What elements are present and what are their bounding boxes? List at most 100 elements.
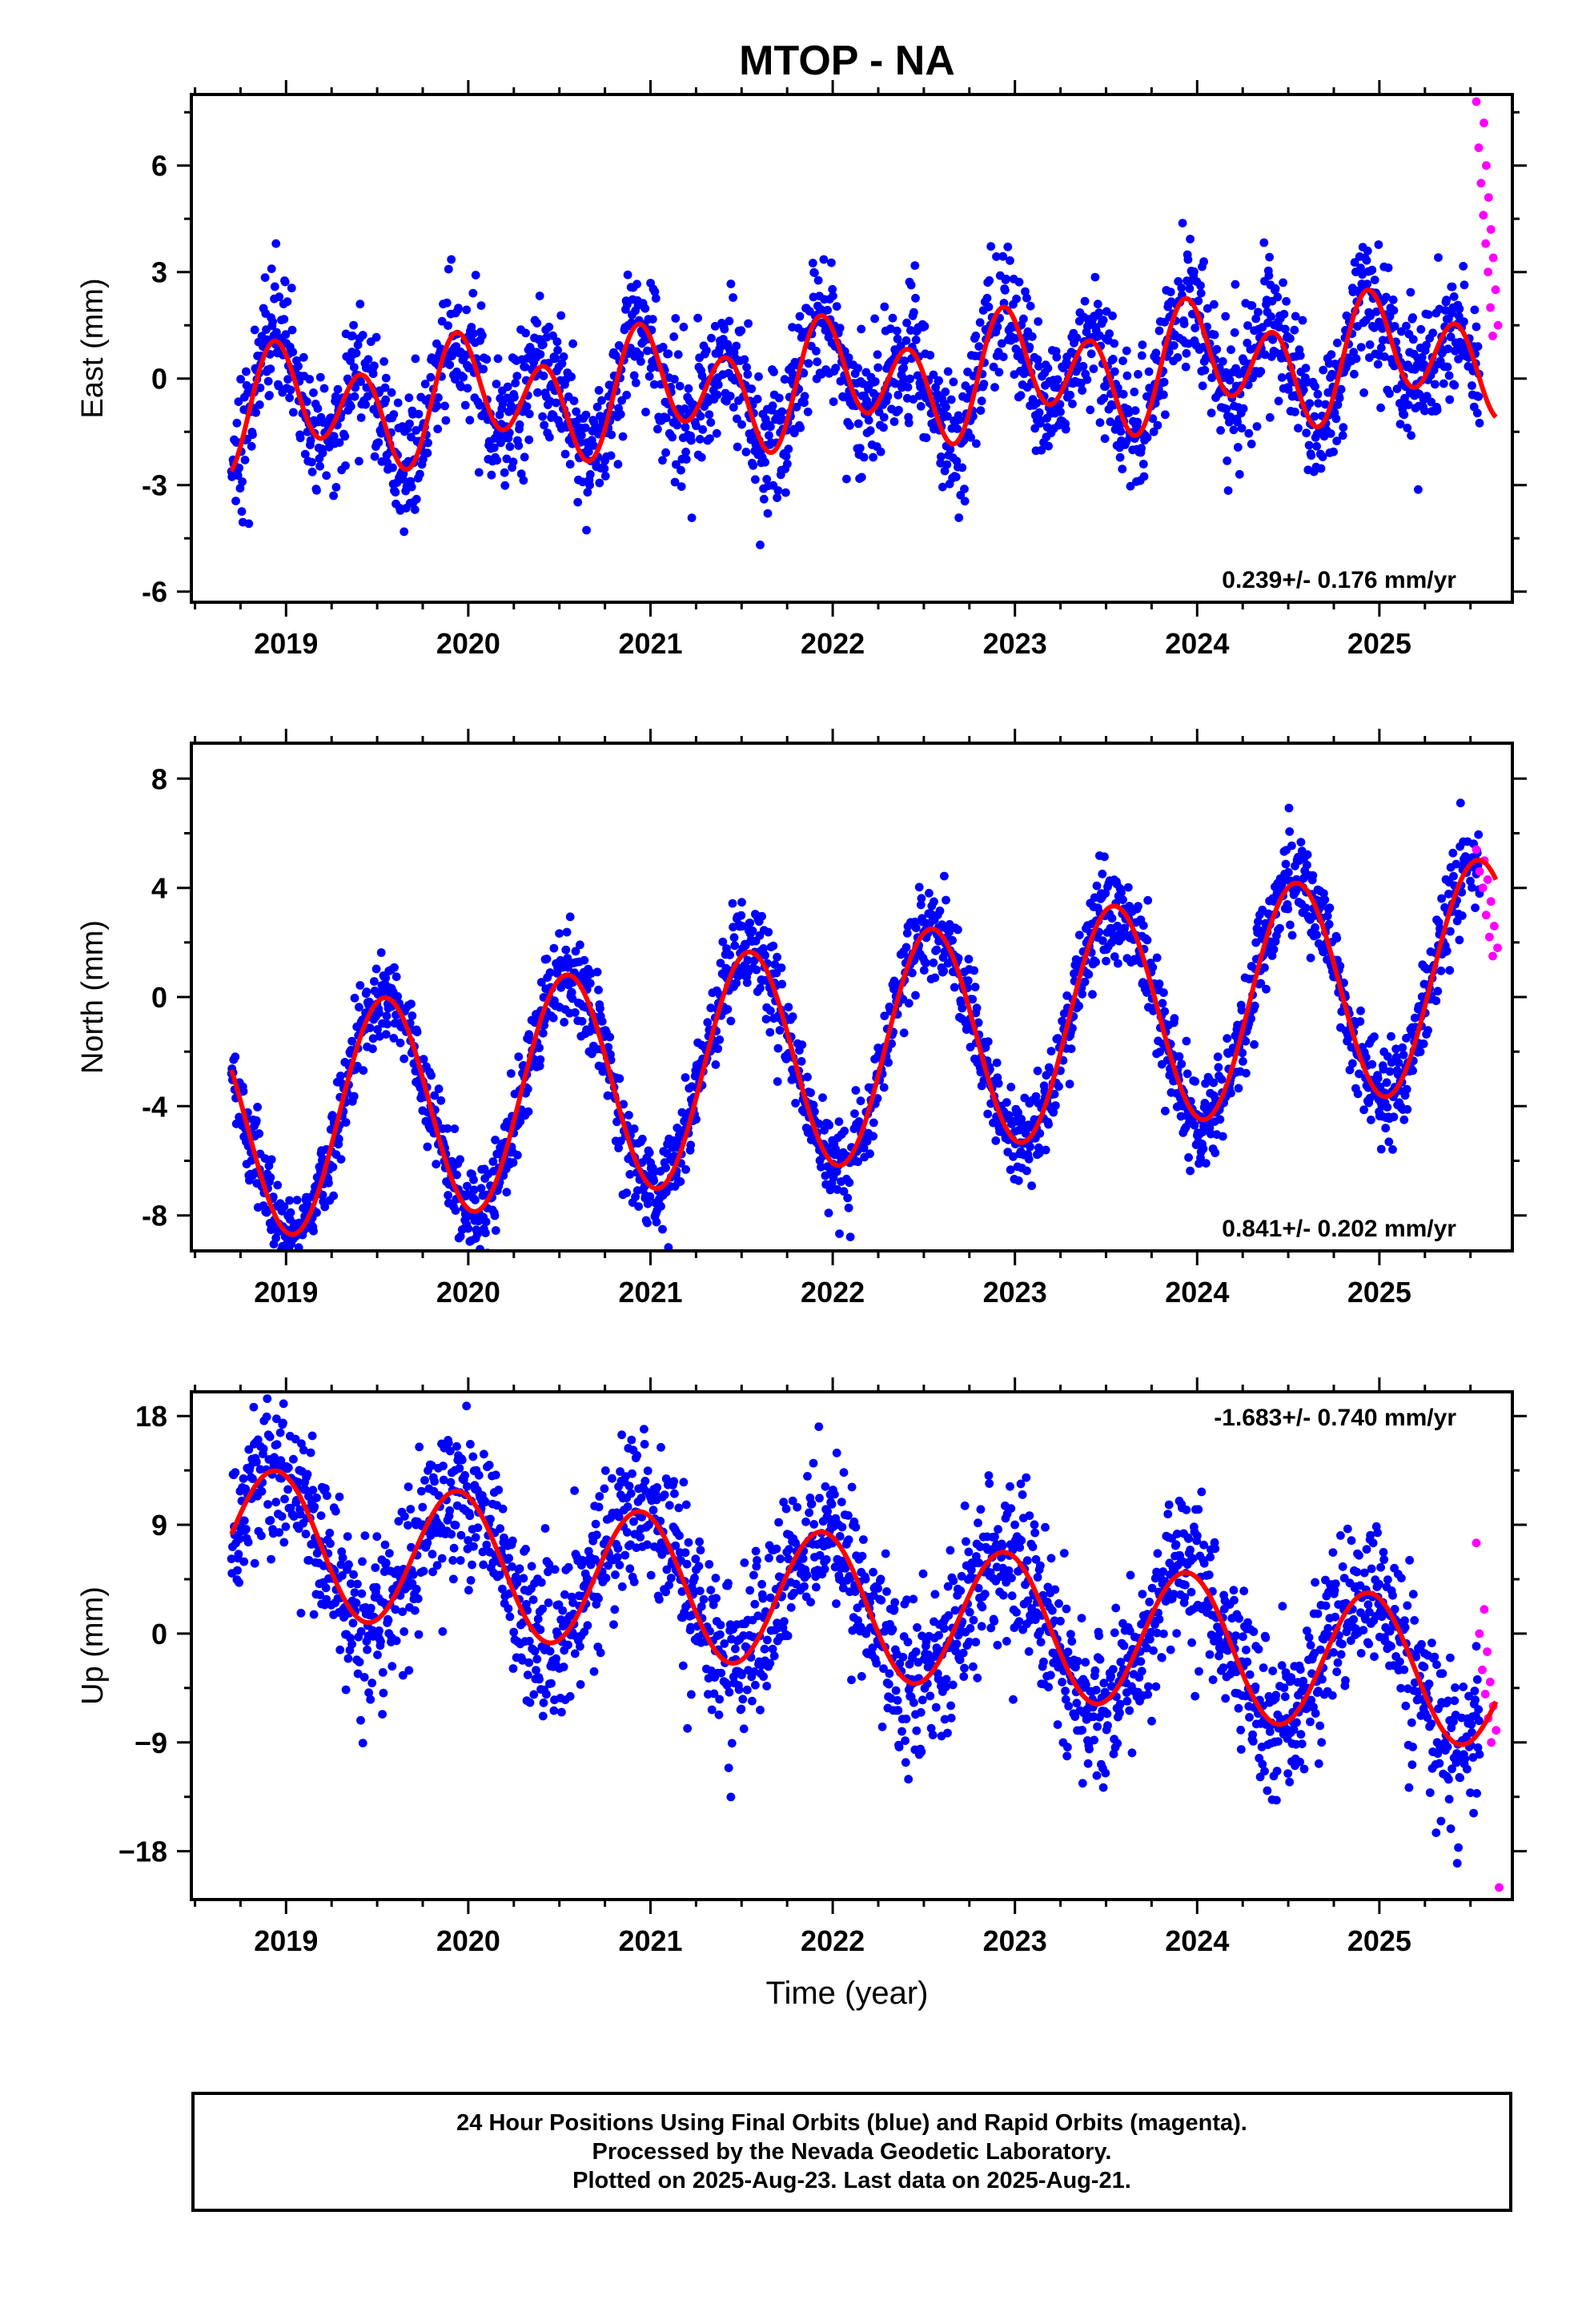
data-point	[463, 1181, 472, 1191]
data-point	[239, 1087, 248, 1096]
data-point	[465, 1511, 475, 1521]
data-point	[358, 1557, 367, 1566]
data-point	[1239, 404, 1248, 413]
data-point	[985, 275, 994, 285]
data-point	[635, 350, 644, 360]
data-point	[934, 376, 943, 385]
data-point	[292, 1196, 302, 1204]
data-point	[301, 1530, 311, 1538]
data-point	[592, 967, 602, 977]
data-point	[726, 1016, 736, 1026]
data-point	[280, 1494, 289, 1504]
data-point	[792, 402, 801, 412]
data-point	[1382, 1078, 1391, 1088]
data-point	[1429, 365, 1439, 375]
data-point	[407, 482, 416, 492]
data-point	[1031, 1092, 1041, 1101]
data-point	[770, 960, 780, 969]
data-point	[908, 968, 917, 978]
data-point	[273, 1180, 283, 1190]
data-point	[396, 1038, 405, 1047]
data-point	[1382, 292, 1391, 302]
data-point	[1212, 344, 1222, 354]
data-point	[616, 409, 625, 419]
data-point	[1191, 324, 1200, 332]
data-point	[1041, 1145, 1050, 1155]
data-point	[338, 1553, 347, 1562]
data-point	[347, 331, 357, 340]
data-point	[1259, 238, 1269, 247]
data-point	[1046, 1047, 1056, 1055]
data-point	[364, 1688, 373, 1698]
data-point	[336, 1072, 345, 1080]
data-point	[331, 392, 340, 401]
data-point	[312, 485, 321, 495]
data-point	[818, 1093, 827, 1102]
data-point	[231, 497, 240, 505]
data-point	[242, 380, 251, 390]
data-point	[650, 287, 660, 296]
data-point	[335, 1492, 344, 1502]
data-point	[279, 1418, 287, 1428]
data-point	[625, 1170, 635, 1179]
data-point	[1170, 1014, 1179, 1023]
data-point	[1074, 1001, 1083, 1011]
data-point	[879, 423, 888, 432]
data-point	[1217, 1075, 1227, 1084]
data-point	[410, 505, 420, 514]
data-point	[387, 1662, 397, 1671]
data-point	[382, 1011, 391, 1020]
data-point	[1254, 917, 1263, 927]
data-point	[761, 457, 769, 467]
data-point	[1365, 340, 1375, 349]
data-point	[514, 441, 524, 450]
data-point	[687, 513, 697, 522]
data-point	[835, 1229, 844, 1238]
data-point	[1026, 1142, 1034, 1152]
data-point	[1350, 369, 1359, 379]
data-point	[1027, 332, 1037, 341]
data-point	[894, 405, 903, 415]
data-point	[283, 1463, 293, 1473]
data-point	[769, 941, 778, 951]
data-point	[1072, 333, 1082, 343]
data-point	[406, 1505, 416, 1514]
data-point	[1049, 1108, 1058, 1117]
data-point	[1101, 382, 1110, 391]
data-point	[900, 356, 909, 366]
data-point	[266, 364, 275, 374]
data-point	[1210, 300, 1219, 309]
data-point	[283, 297, 292, 307]
data-point	[857, 472, 866, 482]
data-point	[1431, 380, 1439, 389]
data-point	[455, 1464, 464, 1473]
rapid-data-point	[1485, 932, 1494, 942]
data-point	[1214, 1063, 1223, 1072]
data-point	[1443, 344, 1453, 353]
data-point	[1207, 408, 1216, 418]
data-point	[712, 428, 721, 438]
data-point	[493, 354, 503, 364]
data-point	[389, 1034, 399, 1043]
data-point	[366, 1695, 375, 1704]
data-point	[1428, 328, 1438, 338]
data-point	[394, 1517, 404, 1526]
data-point	[326, 1539, 335, 1548]
data-point	[1001, 286, 1010, 295]
data-point	[942, 460, 952, 469]
data-point	[1333, 400, 1343, 409]
data-point	[468, 1452, 478, 1462]
data-point	[1078, 989, 1087, 999]
final-orbits-points	[227, 1394, 1484, 1868]
data-point	[869, 1118, 878, 1128]
data-point	[323, 1491, 331, 1500]
data-point	[567, 372, 576, 381]
data-point	[328, 1162, 338, 1172]
data-point	[243, 1538, 253, 1547]
data-point	[385, 1549, 394, 1558]
data-point	[1019, 314, 1028, 324]
data-point	[244, 519, 254, 529]
data-point	[277, 1512, 287, 1521]
data-point	[720, 324, 729, 334]
data-point	[1280, 324, 1290, 334]
